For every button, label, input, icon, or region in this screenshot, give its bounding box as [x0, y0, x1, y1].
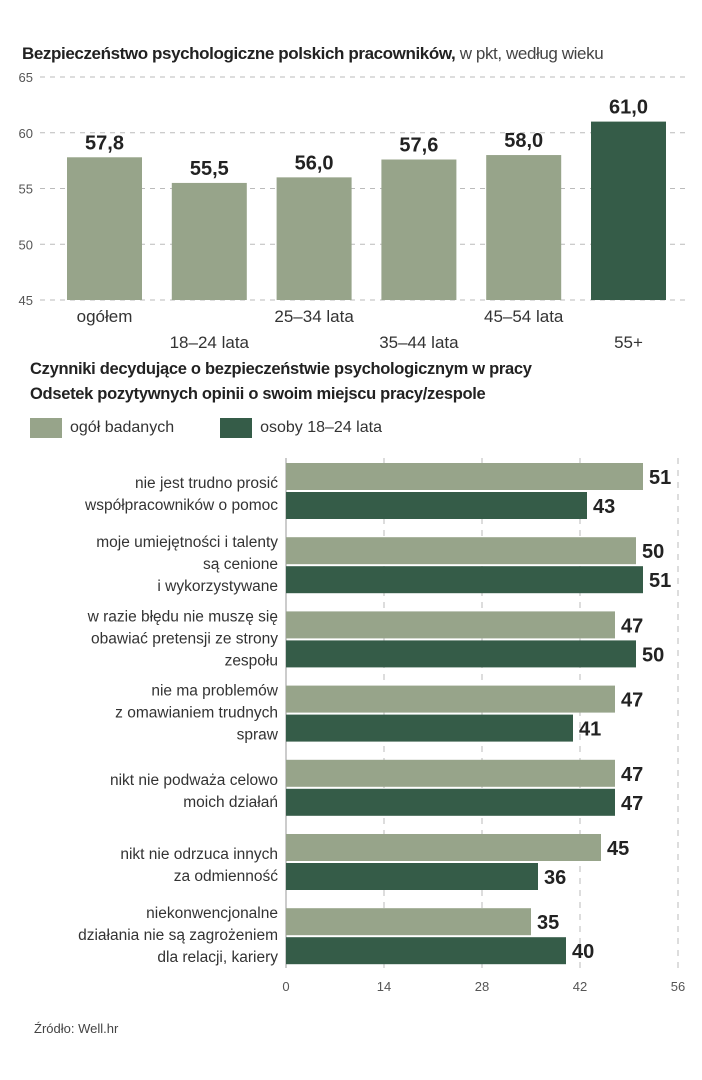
y-category-label-line: moich działań [183, 794, 278, 811]
x-category-label: 55+ [614, 333, 643, 352]
x-tick-label: 14 [377, 979, 391, 994]
y-category-label-line: w razie błędu nie muszę się [87, 608, 278, 625]
bar [286, 685, 615, 713]
bar [286, 908, 531, 936]
y-category-label-line: nie jest trudno prosić [135, 475, 278, 492]
y-category-label: nikt nie odrzuca innych za odmienność [120, 846, 278, 885]
y-category-label: niekonwencjonalne działania nie są zagroż… [78, 905, 278, 966]
bar [286, 863, 538, 890]
x-tick-label: 28 [475, 979, 489, 994]
y-category-label: nie ma problemów z omawianiem trudnych spr… [115, 683, 279, 744]
y-category-label: moje umiejętności i talenty są cenione i w… [96, 534, 278, 595]
bar-value-label: 51 [649, 467, 671, 489]
bar [286, 566, 643, 594]
y-category-label: nie jest trudno prosić współpracowników o… [84, 475, 278, 514]
chart1-title-main: Bezpieczeństwo psychologiczne polskich p… [22, 44, 456, 63]
bar [286, 640, 636, 668]
bar-value-label: 56,0 [295, 152, 334, 174]
bar-value-label: 47 [621, 615, 643, 637]
legend-swatch-ogol [30, 418, 62, 438]
y-category-label-line: są cenione [203, 556, 278, 573]
bar-value-label: 35 [537, 912, 559, 934]
bar-value-label: 40 [572, 941, 594, 963]
y-category-label-line: współpracowników o pomoc [84, 497, 278, 514]
y-tick-label: 55 [19, 182, 33, 197]
y-category-label-line: niekonwencjonalne [146, 905, 278, 922]
y-tick-label: 65 [19, 70, 33, 85]
y-category-label-line: obawiać pretensji ze strony [91, 630, 278, 647]
x-tick-label: 42 [573, 979, 587, 994]
bar [381, 159, 457, 300]
y-category-label-line: z omawianiem trudnych [115, 705, 278, 722]
chart1-title: Bezpieczeństwo psychologiczne polskich p… [22, 44, 604, 64]
y-category-label-line: moje umiejętności i talenty [96, 534, 278, 551]
y-tick-label: 50 [19, 237, 33, 252]
bar [286, 714, 573, 742]
y-category-label-line: zespołu [225, 652, 278, 669]
y-tick-label: 60 [19, 126, 33, 141]
bar [286, 788, 615, 816]
bar-value-label: 47 [621, 793, 643, 815]
y-tick-label: 45 [19, 293, 33, 308]
x-category-label: ogółem [77, 307, 133, 326]
bar [486, 155, 562, 300]
bar-value-label: 61,0 [609, 97, 648, 119]
legend-swatch-18-24 [220, 418, 253, 438]
x-category-label: 18–24 lata [170, 333, 250, 352]
bar [171, 182, 247, 300]
bar [286, 463, 643, 490]
legend-label-ogol: ogół badanych [70, 419, 175, 436]
y-category-label-line: nie ma problemów [151, 683, 278, 700]
bar-value-label: 57,6 [399, 135, 438, 157]
legend: ogół badanych osoby 18–24 lata [30, 418, 382, 438]
bar-value-label: 55,5 [190, 158, 229, 180]
bar [286, 937, 566, 965]
y-category-label-line: dla relacji, kariery [157, 949, 278, 966]
bar-value-label: 36 [544, 867, 566, 889]
y-category-label-line: nikt nie odrzuca innych [120, 846, 278, 863]
bar [286, 611, 615, 639]
chart1-subtitle: w pkt, według wieku [459, 44, 604, 63]
x-category-label: 25–34 lata [274, 307, 354, 326]
y-category-label: w razie błędu nie muszę się obawiać prete… [87, 608, 279, 669]
chart2-subtitle: Odsetek pozytywnych opinii o swoim miejs… [30, 385, 486, 403]
bar [591, 121, 666, 300]
bar-value-label: 57,8 [85, 132, 124, 154]
bar-value-label: 47 [621, 690, 643, 712]
bar [286, 537, 636, 565]
y-category-label-line: nikt nie podważa celowo [110, 772, 278, 789]
bar-value-label: 45 [607, 838, 629, 860]
bar [286, 492, 587, 519]
y-category-label-line: za odmienność [174, 868, 279, 885]
bar-value-label: 47 [621, 764, 643, 786]
source-note: Źródło: Well.hr [34, 1021, 119, 1036]
x-category-label: 45–54 lata [484, 307, 564, 326]
x-category-label: 35–44 lata [379, 333, 459, 352]
y-category-label-line: i wykorzystywane [157, 578, 278, 595]
chart2-title: Czynniki decydujące o bezpieczeństwie ps… [30, 360, 532, 378]
bar-value-label: 50 [642, 541, 664, 563]
bar [67, 157, 142, 300]
bar-value-label: 58,0 [504, 130, 543, 152]
bar-value-label: 50 [642, 644, 664, 666]
x-tick-label: 56 [671, 979, 685, 994]
bar-value-label: 43 [593, 496, 615, 518]
bar-value-label: 51 [649, 570, 671, 592]
y-category-label-line: spraw [237, 727, 279, 744]
bar [276, 177, 352, 300]
bar-value-label: 41 [579, 719, 601, 741]
x-tick-label: 0 [282, 979, 289, 994]
bar [286, 834, 601, 861]
legend-label-18-24: osoby 18–24 lata [260, 419, 382, 436]
bar [286, 759, 615, 787]
y-category-label-line: działania nie są zagrożeniem [78, 927, 278, 944]
y-category-label: nikt nie podważa celowo moich działań [110, 772, 278, 811]
